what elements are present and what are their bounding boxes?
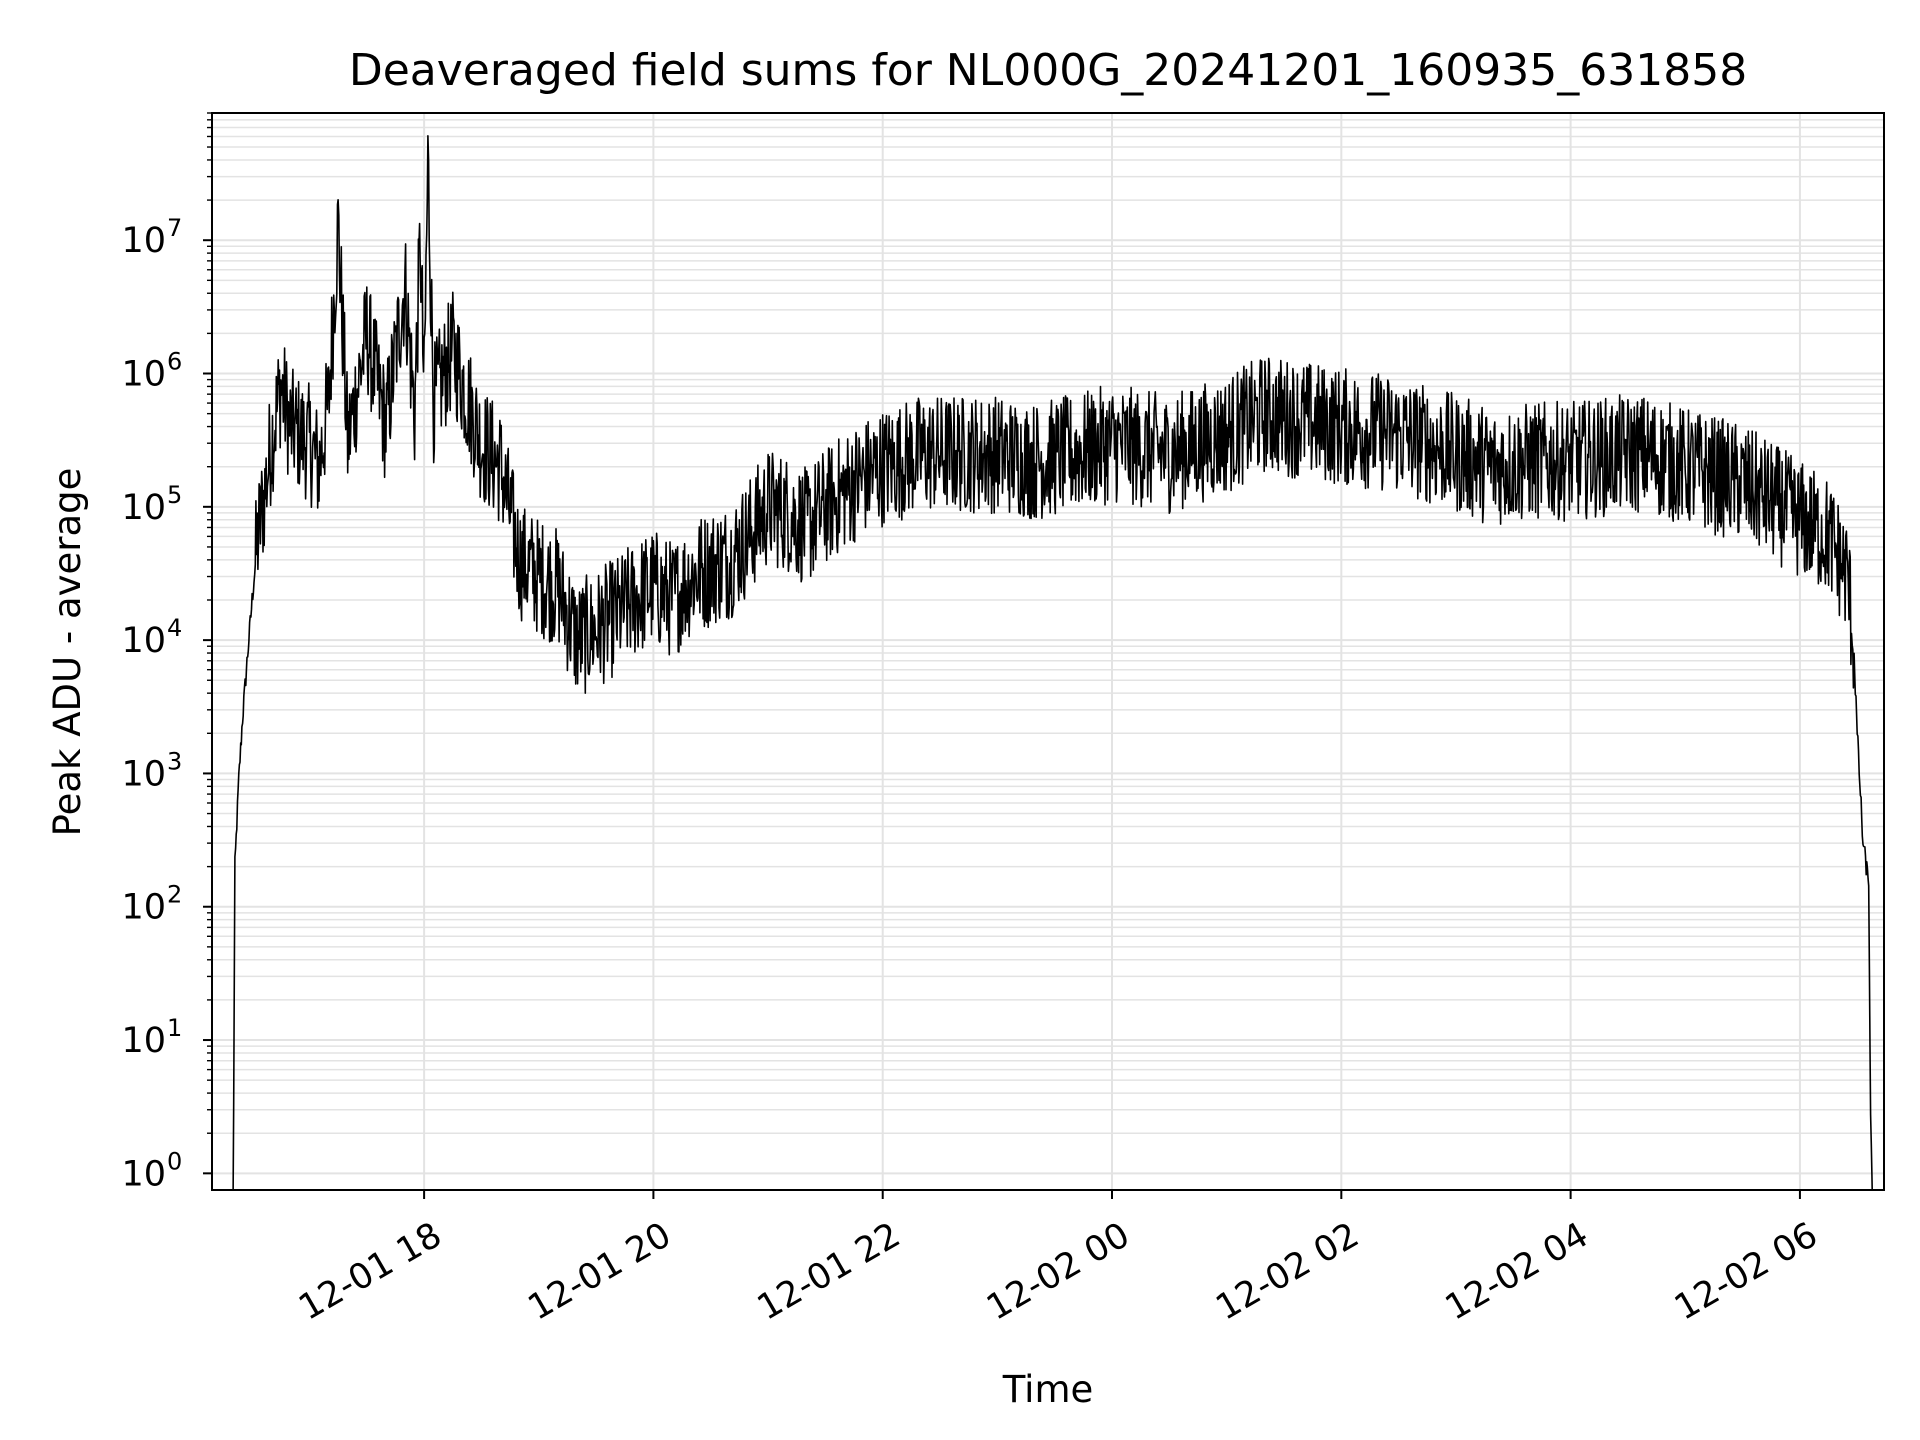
y-tick-label: 10 — [121, 621, 166, 661]
y-tick-label: 10 — [121, 355, 166, 395]
y-tick-label: 10 — [121, 1021, 166, 1061]
y-tick-exponent: 3 — [167, 747, 182, 775]
y-tick-label: 10 — [121, 1154, 166, 1194]
y-tick-exponent: 4 — [167, 614, 182, 642]
y-tick-exponent: 7 — [167, 214, 182, 242]
y-tick-label: 10 — [121, 888, 166, 928]
y-tick-exponent: 6 — [167, 348, 182, 376]
plot-frame — [211, 112, 1885, 1191]
chart-title: Deaveraged field sums for NL000G_2024120… — [349, 45, 1747, 96]
y-tick-exponent: 2 — [167, 881, 182, 909]
y-tick-label: 10 — [121, 221, 166, 261]
y-tick-exponent: 0 — [167, 1147, 182, 1175]
grid — [212, 112, 1884, 1190]
y-tick-exponent: 5 — [167, 481, 182, 509]
y-tick-label: 10 — [121, 754, 166, 794]
x-axis-label: Time — [1002, 1368, 1094, 1411]
y-axis-label: Peak ADU - average — [46, 468, 89, 837]
y-tick-exponent: 1 — [167, 1014, 182, 1042]
y-tick-label: 10 — [121, 488, 166, 528]
